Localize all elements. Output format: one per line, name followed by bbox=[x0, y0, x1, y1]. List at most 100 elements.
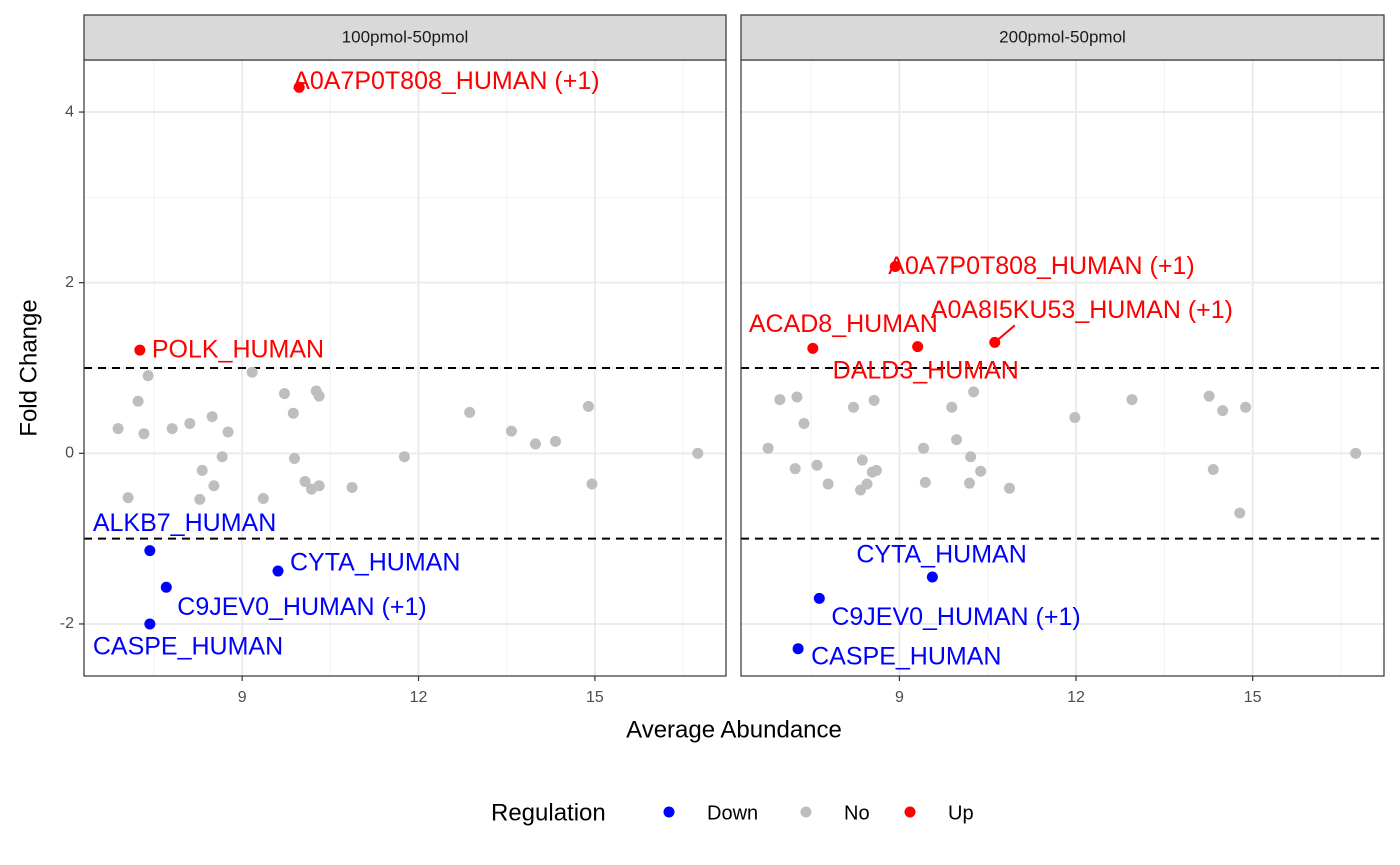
point bbox=[184, 417, 196, 429]
point bbox=[138, 428, 150, 440]
label-connector bbox=[994, 324, 1016, 344]
strip bbox=[83, 14, 727, 61]
point-label: A0A8I5KU53_HUMAN (+1) bbox=[931, 296, 1233, 324]
point bbox=[919, 476, 931, 488]
point bbox=[550, 435, 562, 447]
point-label: POLK_HUMAN bbox=[152, 336, 324, 364]
legend-key bbox=[663, 806, 675, 818]
y-axis-title: Fold Change bbox=[15, 299, 42, 436]
point bbox=[144, 545, 156, 557]
point bbox=[196, 464, 208, 476]
point bbox=[946, 401, 958, 413]
point bbox=[918, 442, 930, 454]
point bbox=[889, 260, 901, 272]
y-tick-label: 4 bbox=[65, 103, 74, 120]
point bbox=[122, 492, 134, 504]
point bbox=[530, 438, 542, 450]
point bbox=[1240, 401, 1252, 413]
y-tick-label: 0 bbox=[65, 445, 74, 462]
point bbox=[1004, 482, 1016, 494]
point bbox=[798, 417, 810, 429]
point bbox=[762, 442, 774, 454]
point-label: CASPE_HUMAN bbox=[811, 642, 1001, 670]
point bbox=[160, 581, 172, 593]
point bbox=[1217, 405, 1229, 417]
legend-label: Down bbox=[707, 802, 758, 824]
point bbox=[1234, 507, 1246, 519]
point bbox=[144, 618, 156, 630]
strip-title: 200pmol-50pmol bbox=[999, 27, 1126, 46]
point-label: C9JEV0_HUMAN (+1) bbox=[177, 593, 426, 621]
point-label: CYTA_HUMAN bbox=[856, 541, 1026, 569]
legend-title: Regulation bbox=[491, 799, 606, 826]
point bbox=[1207, 464, 1219, 476]
point-label: CYTA_HUMAN bbox=[290, 549, 460, 577]
point bbox=[464, 406, 476, 418]
point-label: DALD3_HUMAN bbox=[833, 356, 1019, 384]
point bbox=[847, 401, 859, 413]
x-tick-label: 15 bbox=[1244, 689, 1262, 706]
point bbox=[1203, 390, 1215, 402]
point bbox=[861, 478, 873, 490]
point bbox=[293, 81, 305, 93]
point bbox=[1069, 411, 1081, 423]
point bbox=[257, 493, 269, 505]
point bbox=[822, 478, 834, 490]
point-label: A0A7P0T808_HUMAN (+1) bbox=[888, 252, 1194, 280]
point bbox=[951, 434, 963, 446]
x-tick-label: 9 bbox=[238, 689, 247, 706]
point-label: ACAD8_HUMAN bbox=[749, 310, 938, 338]
x-tick-label: 12 bbox=[1067, 689, 1085, 706]
legend-key bbox=[800, 806, 812, 818]
point bbox=[112, 423, 124, 435]
point bbox=[246, 366, 258, 378]
point bbox=[807, 342, 819, 354]
point bbox=[194, 493, 206, 505]
point bbox=[505, 425, 517, 437]
point bbox=[346, 481, 358, 493]
x-axis-title: Average Abundance bbox=[626, 716, 842, 743]
point-label: C9JEV0_HUMAN (+1) bbox=[831, 603, 1080, 631]
point bbox=[1350, 447, 1362, 459]
point bbox=[206, 411, 218, 423]
point bbox=[134, 344, 146, 356]
y-tick-label: -2 bbox=[60, 615, 74, 632]
point bbox=[299, 475, 311, 487]
point bbox=[313, 480, 325, 492]
point bbox=[208, 480, 220, 492]
point bbox=[856, 454, 868, 466]
legend-label: Up bbox=[948, 802, 974, 824]
point bbox=[912, 341, 924, 353]
y-tick-label: 2 bbox=[65, 274, 74, 291]
point bbox=[288, 452, 300, 464]
point bbox=[868, 394, 880, 406]
point bbox=[142, 370, 154, 382]
point-label: ALKB7_HUMAN bbox=[93, 509, 276, 537]
legend-label: No bbox=[844, 802, 870, 824]
point bbox=[166, 423, 178, 435]
point bbox=[222, 426, 234, 438]
point bbox=[791, 391, 803, 403]
x-tick-label: 15 bbox=[586, 689, 604, 706]
point bbox=[968, 386, 980, 398]
point bbox=[811, 459, 823, 471]
point-label: CASPE_HUMAN bbox=[93, 633, 283, 661]
point bbox=[813, 592, 825, 604]
strip-title: 100pmol-50pmol bbox=[342, 27, 469, 46]
x-tick-label: 9 bbox=[895, 689, 904, 706]
point bbox=[313, 390, 325, 402]
point bbox=[132, 395, 144, 407]
point bbox=[870, 464, 882, 476]
legend-key bbox=[904, 806, 916, 818]
x-tick-label: 12 bbox=[410, 689, 428, 706]
point bbox=[287, 407, 299, 419]
point bbox=[272, 565, 284, 577]
strip bbox=[740, 14, 1385, 61]
point bbox=[1126, 394, 1138, 406]
point bbox=[965, 451, 977, 463]
point bbox=[586, 478, 598, 490]
point bbox=[963, 477, 975, 489]
point bbox=[278, 388, 290, 400]
point bbox=[774, 394, 786, 406]
